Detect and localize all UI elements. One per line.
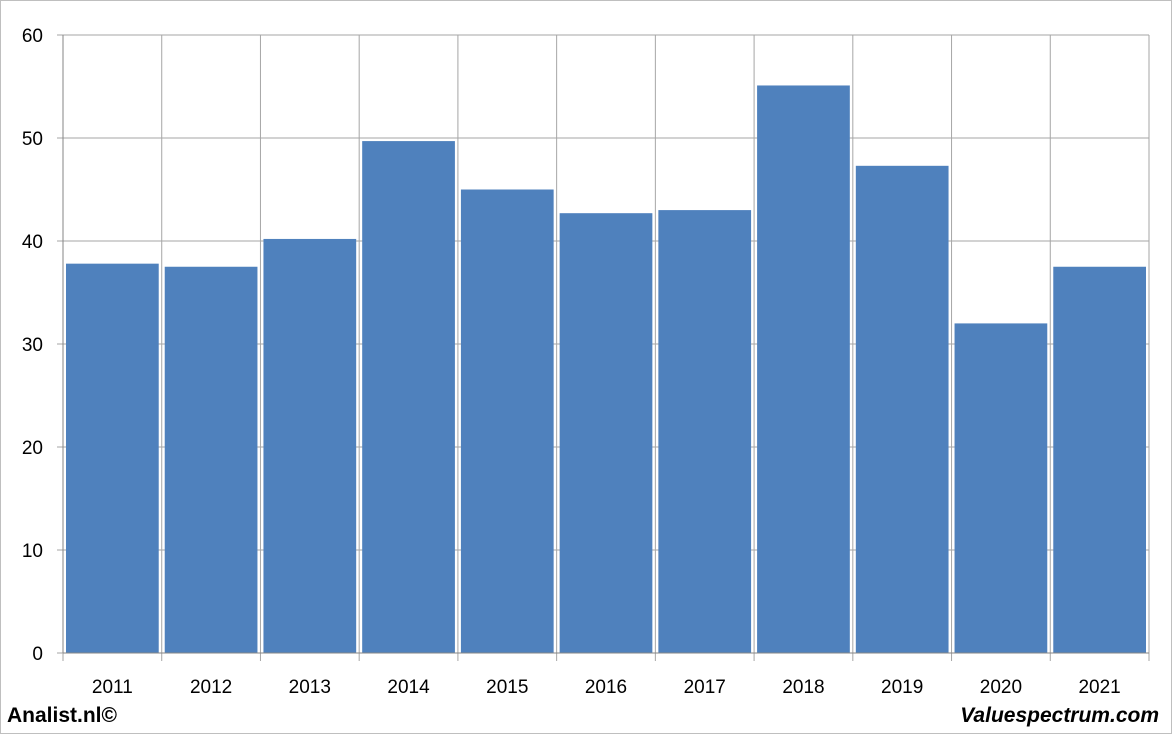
axes	[57, 34, 1150, 661]
bar-2020	[954, 323, 1048, 653]
x-tick-label: 2017	[684, 677, 726, 698]
y-tick-label: 60	[22, 26, 43, 47]
bar-2017	[658, 210, 752, 653]
x-tick-label: 2018	[782, 677, 824, 698]
bar-2019	[855, 165, 949, 653]
x-tick-labels: 2011 2012 2013 2014 2015 2016 2017 2018 2019 2020…	[92, 677, 1121, 698]
bar-2018	[757, 85, 850, 654]
x-tick-label: 2020	[980, 677, 1022, 698]
bar-2014	[362, 141, 455, 653]
y-tick-label: 20	[22, 438, 43, 459]
bar-2016	[559, 213, 653, 653]
x-tick-label: 2015	[486, 677, 528, 698]
x-tick-label: 2014	[387, 677, 430, 698]
y-tick-labels: 0 10 20 30 40 50 60	[22, 26, 43, 665]
x-tick-label: 2011	[92, 677, 133, 698]
x-tick-label: 2012	[190, 677, 232, 698]
y-tick-label: 40	[22, 232, 43, 253]
x-tick-label: 2016	[585, 677, 627, 698]
valuespectrum-credit: Valuespectrum.com	[960, 704, 1159, 727]
bars	[66, 85, 1146, 654]
bar-2011	[66, 263, 159, 653]
y-tick-label: 0	[32, 644, 43, 665]
y-tick-label: 30	[22, 335, 43, 356]
analist-credit: Analist.nl©	[7, 704, 117, 727]
x-tick-label: 2013	[289, 677, 331, 698]
bar-2013	[263, 238, 357, 653]
y-tick-label: 50	[22, 129, 43, 150]
bar-2015	[460, 189, 554, 653]
bar-2021	[1053, 266, 1146, 653]
y-tick-label: 10	[22, 541, 43, 562]
x-tick-label: 2021	[1078, 677, 1120, 698]
x-tick-label: 2019	[881, 677, 923, 698]
bar-2012	[164, 266, 258, 653]
